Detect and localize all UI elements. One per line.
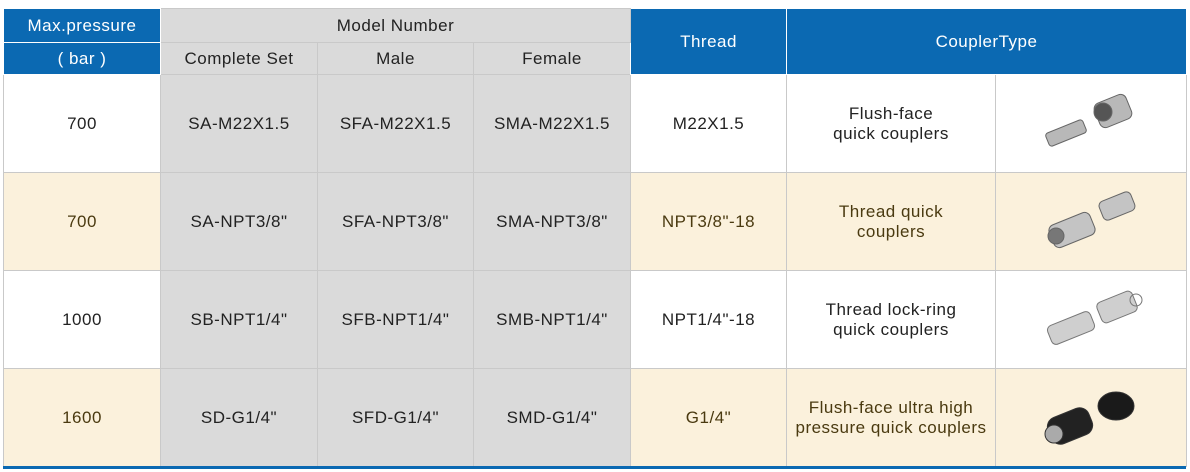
male-cell: SFA-M22X1.5 [317,74,474,173]
female-cell: SMA-M22X1.5 [473,74,631,173]
complete-set-cell: SD-G1/4" [160,368,318,467]
header-model-number: Model Number [160,8,631,43]
complete-set-cell: SB-NPT1/4" [160,270,318,369]
table-row: 700 SA-NPT3/8" SFA-NPT3/8" SMA-NPT3/8" N… [3,172,1188,271]
type-line-2: pressure quick couplers [795,417,987,437]
female-cell: SMB-NPT1/4" [473,270,631,369]
ultra-high-pressure-coupler-image [994,368,1188,467]
male-cell: SFB-NPT1/4" [317,270,474,369]
thread-cell: M22X1.5 [630,74,787,173]
header-coupler-type: CouplerType [785,8,1188,75]
pressure-cell: 700 [3,74,161,173]
coupler-type-cell: Thread lock-ring quick couplers [786,270,996,369]
header-complete-set: Complete Set [160,42,318,75]
male-cell: SFD-G1/4" [317,368,474,467]
header-max-pressure: Max.pressure [3,8,161,43]
thread-cell: G1/4" [630,368,787,467]
type-line-2: couplers [856,221,926,241]
header-thread: Thread [630,8,787,75]
thread-cell: NPT1/4"-18 [630,270,787,369]
type-line-2: quick couplers [833,123,949,143]
table-row: 1600 SD-G1/4" SFD-G1/4" SMD-G1/4" G1/4" … [3,368,1188,467]
type-line-1: Thread lock-ring [825,299,957,319]
complete-set-cell: SA-NPT3/8" [160,172,318,271]
pressure-cell: 1600 [3,368,161,467]
pressure-cell: 700 [3,172,161,271]
pressure-cell: 1000 [3,270,161,369]
flush-face-coupler-image [994,74,1188,173]
header-unit: ( bar ) [3,42,161,75]
coupler-type-cell: Flush-face quick couplers [786,74,996,173]
complete-set-cell: SA-M22X1.5 [160,74,318,173]
thread-coupler-image [994,172,1188,271]
female-cell: SMD-G1/4" [473,368,631,467]
table-row: 1000 SB-NPT1/4" SFB-NPT1/4" SMB-NPT1/4" … [3,270,1188,369]
coupler-type-cell: Flush-face ultra high pressure quick coup… [786,368,996,467]
thread-cell: NPT3/8"-18 [630,172,787,271]
coupler-type-cell: Thread quick couplers [786,172,996,271]
type-line-1: Flush-face [848,103,934,123]
coupler-spec-table: Max.pressure Model Number Thread Coupler… [3,8,1188,467]
type-line-2: quick couplers [833,319,949,339]
type-line-1: Thread quick [838,201,944,221]
table-row: 700 SA-M22X1.5 SFA-M22X1.5 SMA-M22X1.5 M… [3,74,1188,173]
bottom-border [3,466,1186,469]
header-male: Male [317,42,474,75]
lock-ring-coupler-image [994,270,1188,369]
type-line-1: Flush-face ultra high [808,397,974,417]
header-female: Female [473,42,631,75]
male-cell: SFA-NPT3/8" [317,172,474,271]
female-cell: SMA-NPT3/8" [473,172,631,271]
